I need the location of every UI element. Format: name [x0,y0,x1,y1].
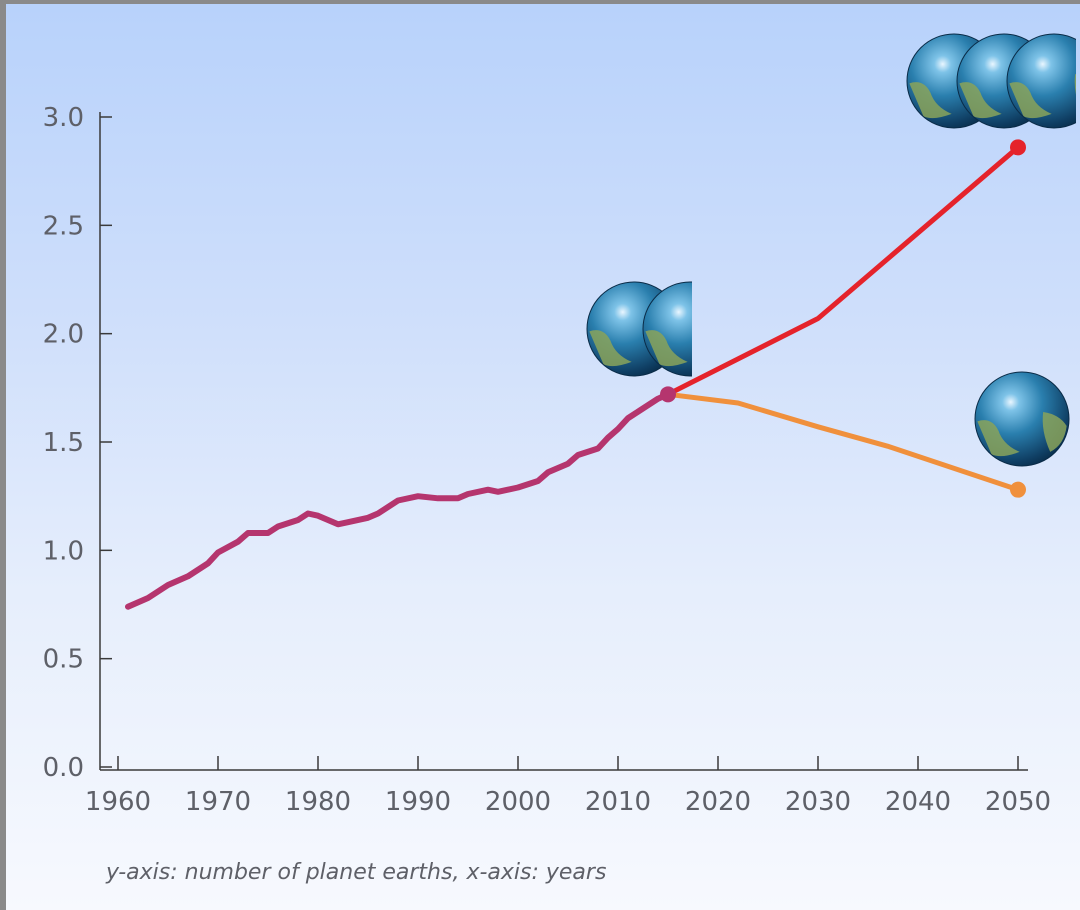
earth-land [1009,82,1052,119]
series-end-marker-1 [660,386,676,403]
x-tick-label: 2030 [785,787,851,817]
series-line-3 [665,391,1021,493]
earth-land [1074,73,1076,95]
earth-land [959,82,1002,119]
y-tick-label: 2.5 [43,211,84,241]
series-end-marker-2 [1010,139,1026,156]
tick-labels: 0.0 0.5 1.0 1.5 2.0 2.5 3.0 1960 1970 1980 1990 200… [43,103,1051,817]
y-tick-label: 1.0 [43,536,84,566]
earth-rim [642,281,692,377]
earth-icon-groups [586,33,1076,467]
earth-land [909,82,952,119]
earth-land [589,330,632,367]
x-tick-label: 1980 [285,787,351,817]
x-tick-label: 1960 [85,787,151,817]
x-tick-label: 2040 [885,787,951,817]
y-tick-label: 0.0 [43,753,84,783]
axes [99,112,1028,771]
x-tick-label: 2000 [485,787,551,817]
x-tick-label: 2050 [985,787,1051,817]
y-tick-label: 3.0 [43,103,84,133]
x-tick-label: 2010 [585,787,651,817]
earth-land [1042,411,1067,452]
earth-group-1 [974,371,1070,467]
earth-icon [1006,33,1076,129]
y-tick-label: 2.0 [43,320,84,350]
earth-land [711,322,735,362]
series-lines [125,144,1021,610]
series-line-2 [665,144,1021,397]
y-tick-label: 0.5 [43,645,84,675]
earth-icon [974,371,1070,467]
earth-land [645,330,688,367]
footprint-line-chart: 0.0 0.5 1.0 1.5 2.0 2.5 3.0 1960 1970 1980 1990 200… [43,33,1076,817]
x-tick-label: 1990 [385,787,451,817]
earth-group-2 [586,281,735,377]
earth-rim [1006,33,1076,129]
earth-land [977,420,1020,457]
x-tick-label: 2020 [685,787,751,817]
earth-group-3 [906,33,1076,129]
earth-icon [642,281,735,377]
series-line-1 [125,391,671,610]
series-end-markers [660,139,1026,498]
axis-caption: y-axis: number of planet earths, x-axis:… [106,860,607,885]
x-tick-label: 1970 [185,787,251,817]
y-tick-label: 1.5 [43,428,84,458]
earth-rim [974,371,1070,467]
series-end-marker-3 [1010,481,1026,498]
